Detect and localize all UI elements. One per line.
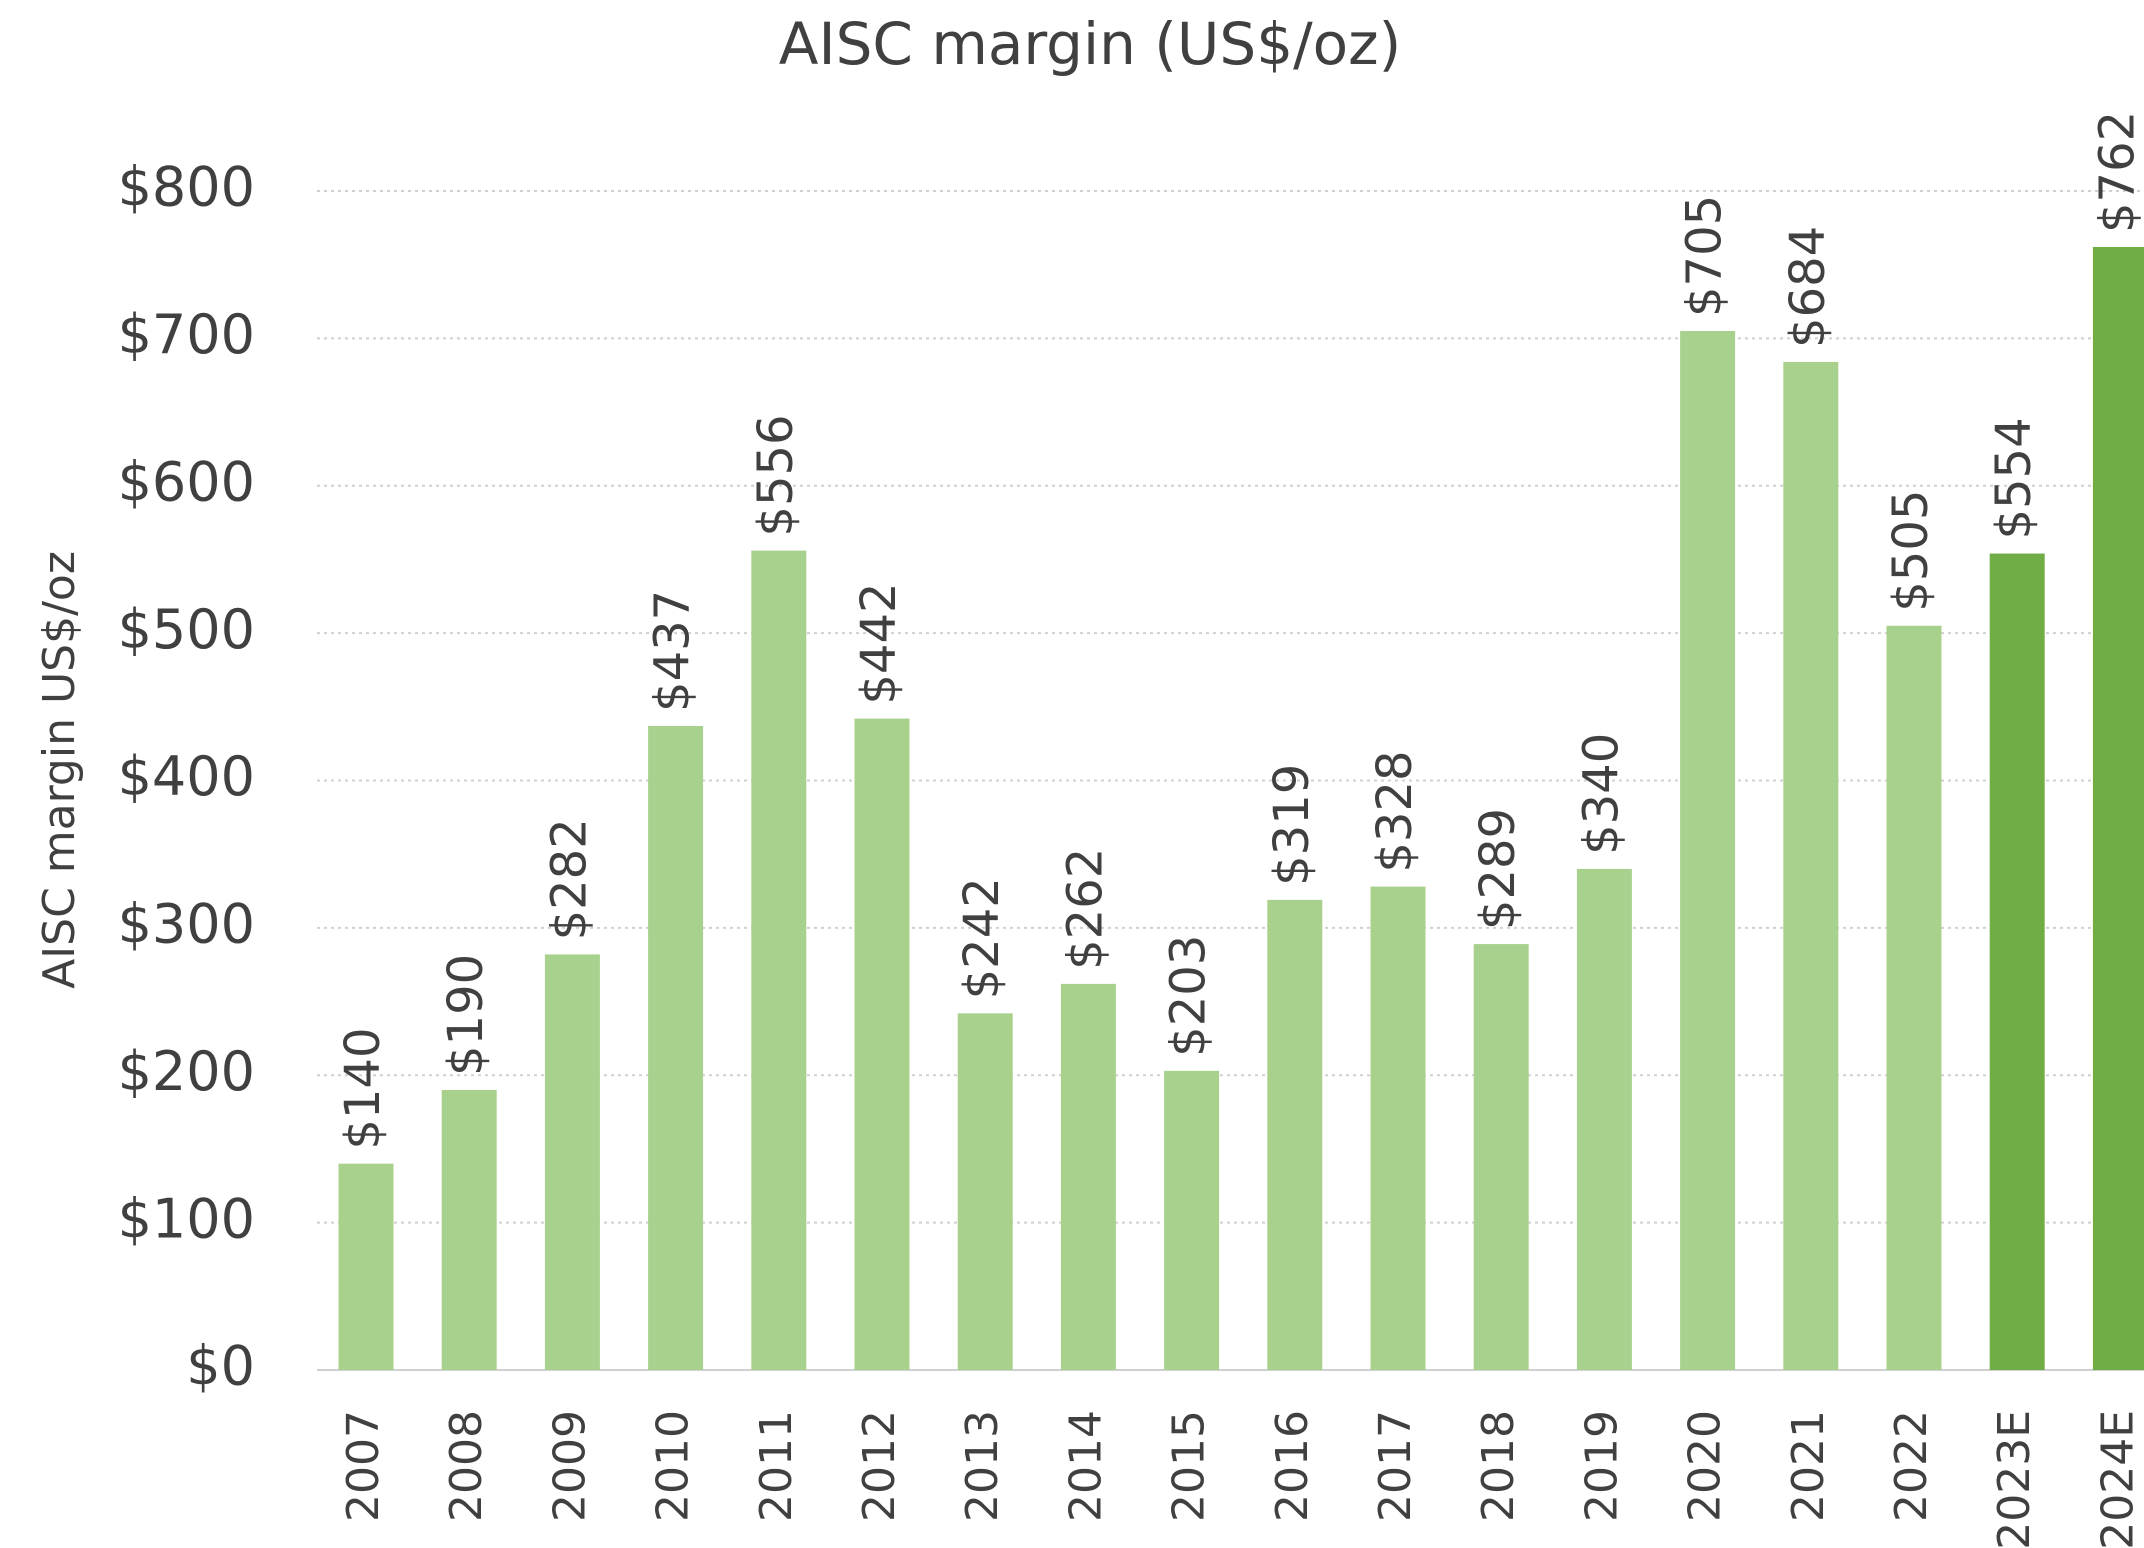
x-tick-label: 2013 (957, 1410, 1008, 1522)
y-tick-label: $700 (118, 303, 255, 366)
bar (1576, 868, 1632, 1370)
data-label: $328 (1367, 750, 1423, 872)
y-axis-title: AISC margin US$/oz (34, 551, 85, 989)
x-tick-label: 2012 (854, 1410, 905, 1522)
bar (648, 725, 704, 1370)
data-label: $282 (541, 818, 597, 940)
bar (1370, 886, 1426, 1370)
data-label: $242 (954, 877, 1010, 999)
bar (957, 1013, 1013, 1370)
x-tick-label: 2021 (1783, 1410, 1834, 1522)
y-tick-label: $500 (118, 598, 255, 661)
data-label: $203 (1161, 935, 1217, 1057)
data-label: $289 (1470, 808, 1526, 930)
data-label: $262 (1057, 848, 1113, 970)
x-tick-label: 2023E (1989, 1410, 2040, 1548)
x-tick-label: 2017 (1370, 1410, 1421, 1522)
x-tick-label: 2014 (1060, 1410, 1111, 1522)
x-tick-label: 2010 (648, 1410, 699, 1522)
data-label: $762 (2089, 111, 2144, 233)
data-label: $554 (1986, 417, 2042, 539)
x-tick-label: 2011 (751, 1410, 802, 1522)
bar (1783, 361, 1839, 1371)
data-label: $442 (851, 582, 907, 704)
x-tick-label: 2024E (2092, 1410, 2143, 1548)
data-label: $437 (645, 590, 701, 712)
x-tick-label: 2022 (1886, 1410, 1937, 1522)
data-label: $505 (1883, 490, 1939, 612)
x-tick-label: 2016 (1267, 1410, 1318, 1522)
bar (1060, 983, 1116, 1370)
x-tick-label: 2018 (1473, 1410, 1524, 1522)
bar (441, 1089, 497, 1370)
bar (2092, 247, 2144, 1371)
data-label: $190 (438, 954, 494, 1076)
x-tick-label: 2009 (544, 1410, 595, 1522)
data-label: $319 (1264, 764, 1320, 886)
y-tick-label: $0 (186, 1335, 255, 1398)
bar (1989, 553, 2045, 1370)
y-tick-label: $300 (118, 893, 255, 956)
y-tick-label: $400 (118, 745, 255, 808)
x-tick-label: 2019 (1576, 1410, 1627, 1522)
data-label: $140 (335, 1028, 391, 1150)
bar (1886, 625, 1942, 1370)
x-tick-label: 2008 (441, 1410, 492, 1522)
bar (1680, 331, 1736, 1371)
bar (854, 718, 910, 1370)
data-label: $556 (748, 414, 804, 536)
x-tick-label: 2007 (338, 1410, 389, 1522)
y-tick-label: $600 (118, 450, 255, 513)
bar (1473, 944, 1529, 1370)
bar (544, 954, 600, 1370)
y-tick-label: $100 (118, 1187, 255, 1250)
data-label: $684 (1780, 226, 1836, 348)
bar (751, 550, 807, 1370)
y-tick-label: $800 (118, 156, 255, 219)
bar (1267, 899, 1323, 1370)
x-tick-label: 2020 (1680, 1410, 1731, 1522)
data-label: $705 (1677, 195, 1733, 317)
bar (1164, 1070, 1220, 1370)
y-tick-label: $200 (118, 1040, 255, 1103)
chart-title: AISC margin (US$/oz) (779, 10, 1401, 78)
bar (338, 1163, 394, 1370)
data-label: $340 (1573, 733, 1629, 855)
x-tick-label: 2015 (1164, 1410, 1215, 1522)
